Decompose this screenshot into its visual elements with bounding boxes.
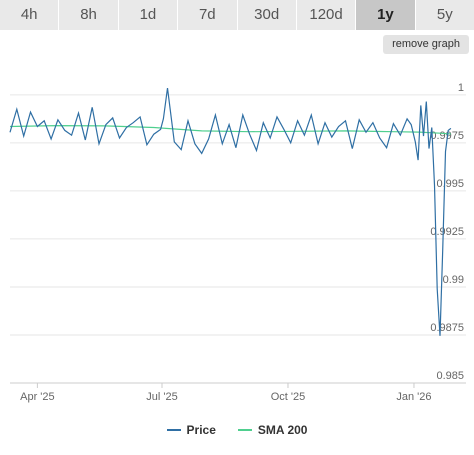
tab-5y[interactable]: 5y (415, 0, 474, 30)
x-tick-label: Apr '25 (20, 391, 55, 403)
tab-1y[interactable]: 1y (356, 0, 416, 30)
y-tick-label: 1 (458, 82, 464, 94)
series-line-price (9, 88, 452, 336)
y-tick-label: 0.995 (436, 178, 464, 190)
legend-label-sma-200: SMA 200 (257, 423, 308, 437)
x-axis-labels: Apr '25 Jul '25 Oct '25 Jan '26 (20, 391, 431, 403)
remove-graph-button[interactable]: remove graph (383, 35, 469, 54)
tab-1d[interactable]: 1d (118, 0, 179, 30)
y-tick-label: 0.99 (443, 274, 464, 286)
x-tick-label: Jul '25 (146, 391, 177, 403)
x-tick-label: Oct '25 (271, 391, 306, 403)
y-tick-label: 0.9925 (430, 226, 464, 238)
tab-4h[interactable]: 4h (0, 0, 60, 30)
tab-7d[interactable]: 7d (178, 0, 238, 30)
timeframe-tabs: 4h 8h 1d 7d 30d 120d 1y 5y (0, 0, 474, 30)
y-tick-label: 0.985 (436, 370, 464, 382)
grid-lines (10, 94, 466, 388)
x-tick-label: Jan '26 (396, 391, 431, 403)
legend-item-sma-200[interactable]: SMA 200 (237, 423, 308, 437)
legend-swatch-price (166, 429, 181, 431)
y-tick-label: 0.9875 (430, 322, 464, 334)
legend: Price SMA 200 (0, 420, 474, 440)
legend-swatch-sma-200 (237, 429, 252, 431)
legend-label-price: Price (186, 423, 216, 437)
tab-120d[interactable]: 120d (296, 0, 357, 30)
tab-8h[interactable]: 8h (59, 0, 119, 30)
tab-30d[interactable]: 30d (237, 0, 297, 30)
legend-item-price[interactable]: Price (166, 423, 216, 437)
